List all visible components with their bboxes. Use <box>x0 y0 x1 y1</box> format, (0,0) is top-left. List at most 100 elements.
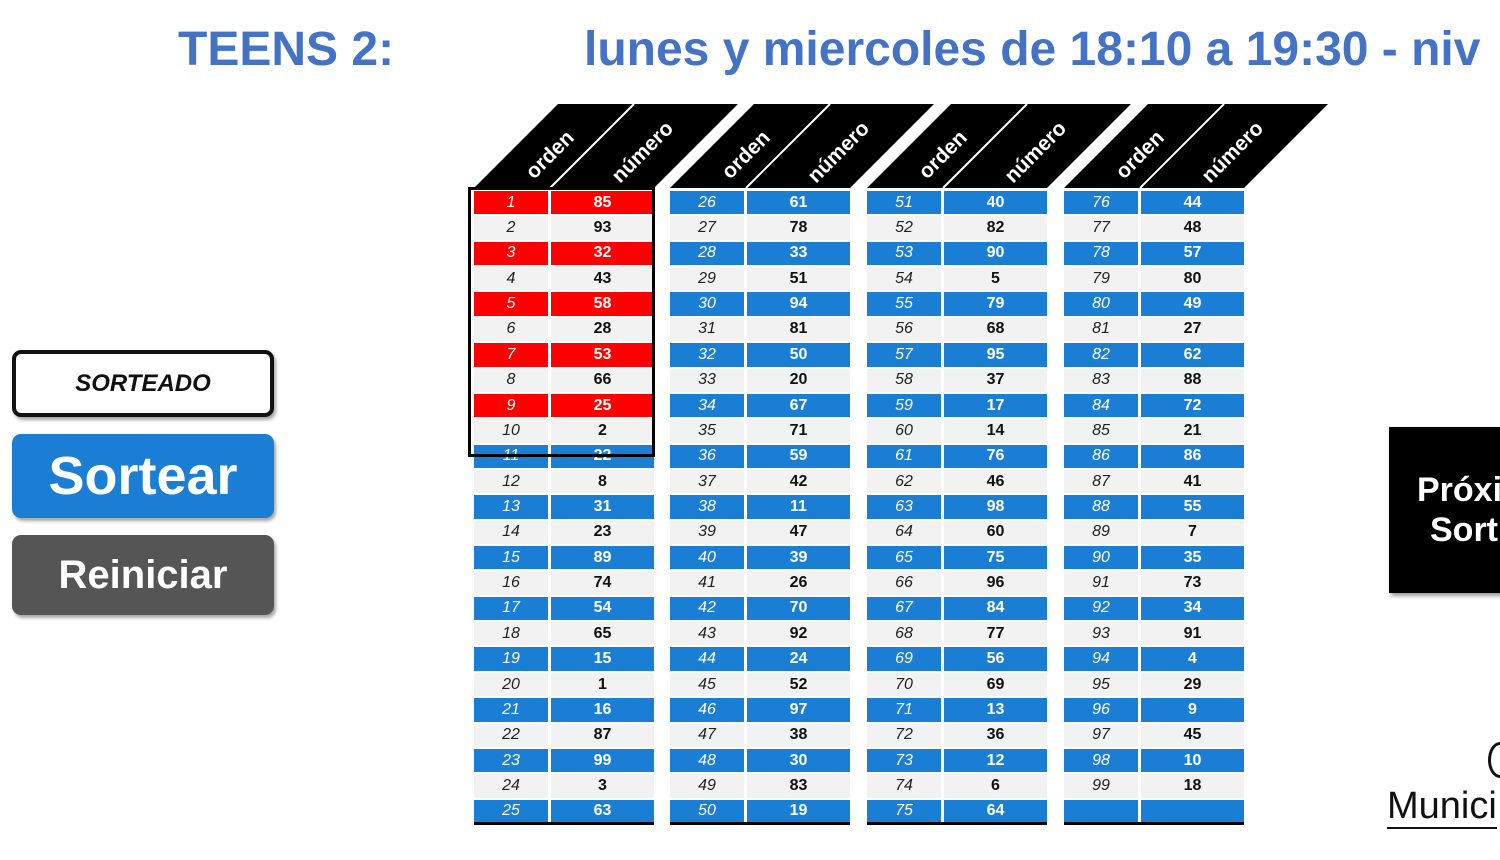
table-row: 65 75 <box>867 546 1047 572</box>
orden-cell: 87 <box>1064 469 1138 494</box>
table-row: 18 65 <box>474 622 654 648</box>
numero-cell: 43 <box>551 267 654 291</box>
table-row: 9 25 <box>474 393 654 420</box>
numero-cell: 93 <box>551 216 654 240</box>
table-row: 52 82 <box>867 216 1047 242</box>
table-row <box>1064 799 1244 825</box>
numero-cell: 23 <box>551 520 654 545</box>
numero-cell: 22 <box>551 444 654 468</box>
reiniciar-button[interactable]: Reiniciar <box>12 535 274 615</box>
numero-cell: 63 <box>551 799 654 822</box>
numero-cell: 31 <box>551 495 654 519</box>
orden-cell: 52 <box>867 216 941 240</box>
table-row: 36 59 <box>670 444 850 470</box>
sorteado-button[interactable]: SORTEADO <box>12 350 274 417</box>
orden-cell: 75 <box>867 799 941 822</box>
table-row: 17 54 <box>474 596 654 623</box>
table-row: 63 98 <box>867 495 1047 521</box>
table-row: 75 64 <box>867 799 1047 825</box>
orden-cell: 43 <box>670 622 744 646</box>
numero-cell: 51 <box>747 267 850 291</box>
numero-cell: 42 <box>747 469 850 494</box>
municipality-logo-icon <box>1488 742 1500 778</box>
orden-cell <box>1064 799 1138 822</box>
table-row: 50 19 <box>670 799 850 825</box>
numero-cell: 19 <box>747 799 850 822</box>
orden-cell: 42 <box>670 596 744 621</box>
table-row: 88 55 <box>1064 495 1244 521</box>
table-row: 21 16 <box>474 698 654 724</box>
table-row: 92 34 <box>1064 596 1244 623</box>
orden-cell: 1 <box>474 191 548 215</box>
orden-cell: 73 <box>867 748 941 773</box>
numero-cell: 6 <box>944 774 1047 798</box>
numero-cell: 2 <box>551 419 654 443</box>
orden-cell: 19 <box>474 647 548 671</box>
orden-cell: 29 <box>670 267 744 291</box>
orden-cell: 85 <box>1064 419 1138 443</box>
orden-cell: 62 <box>867 469 941 494</box>
orden-cell: 22 <box>474 723 548 747</box>
numero-cell: 89 <box>551 546 654 570</box>
orden-cell: 15 <box>474 546 548 570</box>
next-draw-label-line1: Próxi <box>1417 471 1500 509</box>
numero-cell: 44 <box>1141 191 1244 215</box>
header-divider-2 <box>745 103 831 189</box>
table-column-4: 76 44 77 48 78 57 79 80 80 49 81 27 82 62 83 88 84 72 85 21… <box>1064 191 1244 825</box>
orden-cell: 95 <box>1064 672 1138 697</box>
header-band-3 <box>867 104 1131 188</box>
table-row: 64 60 <box>867 520 1047 547</box>
header-divider-3 <box>942 103 1028 189</box>
table-column-1: 1 85 2 93 3 32 4 43 5 58 6 28 7 53 8 66 9 25 10 2 11 22 12 8 13 3… <box>474 191 654 825</box>
numero-cell: 25 <box>551 393 654 418</box>
orden-cell: 31 <box>670 317 744 342</box>
sortear-button[interactable]: Sortear <box>12 434 274 518</box>
orden-cell: 82 <box>1064 343 1138 367</box>
table-row: 97 45 <box>1064 723 1244 749</box>
table-row: 94 4 <box>1064 647 1244 673</box>
table-row: 79 80 <box>1064 267 1244 293</box>
orden-cell: 47 <box>670 723 744 747</box>
table-row: 20 1 <box>474 672 654 699</box>
numero-cell: 56 <box>944 647 1047 671</box>
numero-cell: 88 <box>1141 368 1244 392</box>
table-row: 42 70 <box>670 596 850 623</box>
table-row: 73 12 <box>867 748 1047 775</box>
orden-cell: 90 <box>1064 546 1138 570</box>
numero-cell: 83 <box>747 774 850 798</box>
table-row: 74 6 <box>867 774 1047 800</box>
table-row: 70 69 <box>867 672 1047 699</box>
numero-cell: 8 <box>551 469 654 494</box>
table-row: 35 71 <box>670 419 850 445</box>
orden-cell: 9 <box>474 393 548 418</box>
numero-cell: 62 <box>1141 343 1244 367</box>
table-row: 90 35 <box>1064 546 1244 572</box>
table-row: 10 2 <box>474 419 654 445</box>
orden-cell: 55 <box>867 292 941 316</box>
numero-cell: 21 <box>1141 419 1244 443</box>
orden-cell: 50 <box>670 799 744 822</box>
table-column-3: 51 40 52 82 53 90 54 5 55 79 56 68 57 95 58 37 59 17 60 14 6… <box>867 191 1047 825</box>
table-row: 55 79 <box>867 292 1047 318</box>
orden-cell: 17 <box>474 596 548 621</box>
numero-cell: 68 <box>944 317 1047 342</box>
orden-cell: 94 <box>1064 647 1138 671</box>
orden-cell: 80 <box>1064 292 1138 316</box>
orden-cell: 25 <box>474 799 548 822</box>
table-row: 37 42 <box>670 469 850 496</box>
table-row: 39 47 <box>670 520 850 547</box>
table-row: 19 15 <box>474 647 654 673</box>
numero-cell: 11 <box>747 495 850 519</box>
table-row: 62 46 <box>867 469 1047 496</box>
numero-cell: 7 <box>1141 520 1244 545</box>
table-row: 26 61 <box>670 191 850 217</box>
orden-cell: 49 <box>670 774 744 798</box>
orden-cell: 57 <box>867 343 941 367</box>
orden-cell: 88 <box>1064 495 1138 519</box>
numero-cell: 9 <box>1141 698 1244 722</box>
table-row: 58 37 <box>867 368 1047 394</box>
table-row: 56 68 <box>867 317 1047 344</box>
numero-cell: 70 <box>747 596 850 621</box>
table-row: 84 72 <box>1064 393 1244 420</box>
orden-cell: 38 <box>670 495 744 519</box>
